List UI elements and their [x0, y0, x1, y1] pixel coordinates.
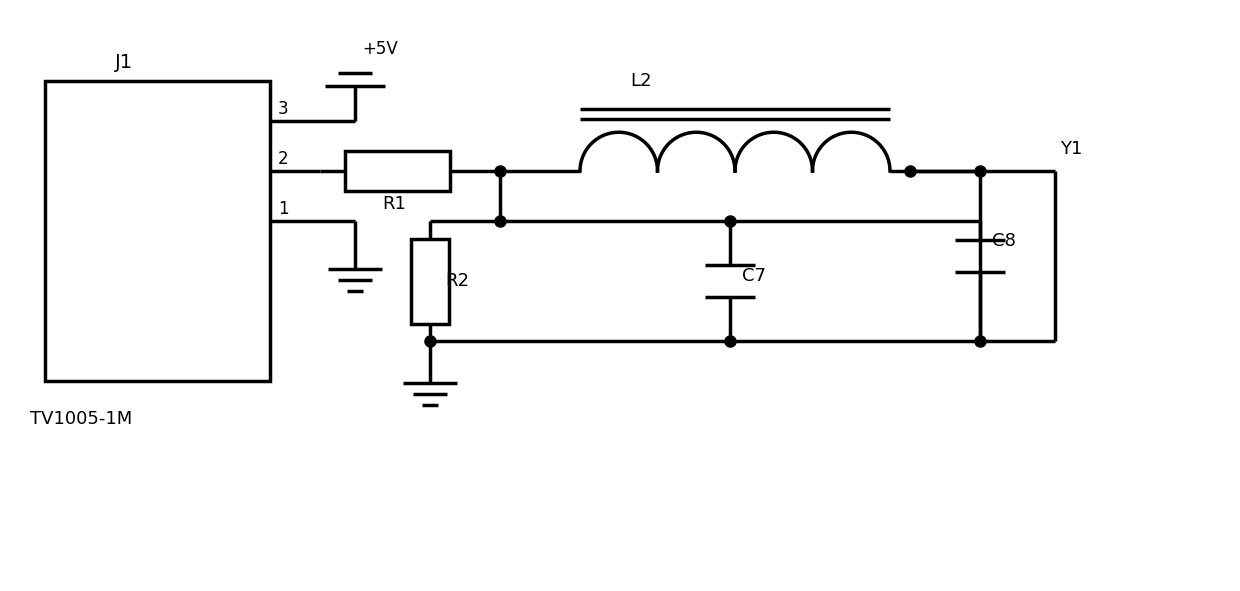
Text: 1: 1	[278, 200, 289, 218]
Text: TV1005-1M: TV1005-1M	[30, 410, 133, 428]
Text: J1: J1	[115, 54, 133, 73]
Text: Y1: Y1	[1060, 140, 1083, 158]
Text: L2: L2	[630, 72, 651, 90]
Text: C8: C8	[992, 232, 1016, 250]
Bar	[345, 151, 450, 191]
Text: C7: C7	[742, 267, 766, 285]
Text: 3: 3	[278, 100, 289, 118]
Bar	[410, 239, 449, 323]
Bar	[45, 81, 270, 381]
Text: 2: 2	[278, 150, 289, 168]
Text: R1: R1	[382, 195, 405, 213]
Text: R2: R2	[445, 272, 469, 290]
Text: +5V: +5V	[362, 40, 398, 58]
